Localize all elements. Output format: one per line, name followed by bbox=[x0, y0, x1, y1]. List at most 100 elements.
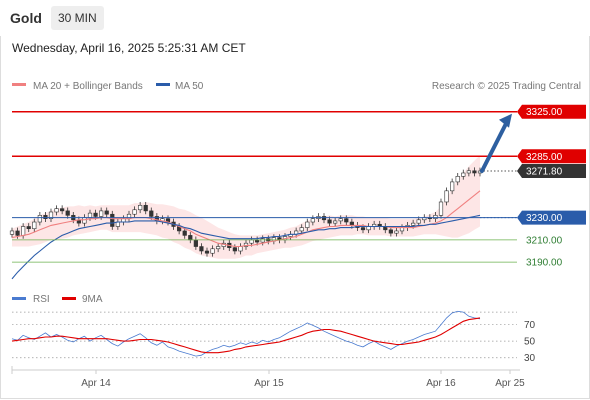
candle-body bbox=[110, 213, 115, 227]
candle-body bbox=[461, 172, 466, 177]
candle-body bbox=[232, 247, 237, 252]
candle-body bbox=[388, 229, 393, 234]
candle bbox=[43, 212, 48, 223]
pivot-price-label: 3230.00 bbox=[526, 213, 563, 224]
candle bbox=[344, 215, 349, 226]
candle-body bbox=[305, 221, 310, 228]
candle bbox=[333, 217, 338, 227]
rsi-legend-label: RSI bbox=[33, 294, 50, 305]
candle-body bbox=[21, 226, 26, 236]
timeframe-selector[interactable]: 30 MIN bbox=[51, 6, 104, 30]
candle bbox=[37, 212, 42, 226]
ma50-legend-swatch bbox=[156, 83, 170, 86]
candle-body bbox=[132, 209, 137, 215]
x-tick-label: Apr 15 bbox=[254, 378, 284, 389]
resistance-price-label: 3325.00 bbox=[526, 107, 563, 118]
candle-body bbox=[466, 170, 471, 174]
top-bar: Gold 30 MIN bbox=[0, 0, 590, 36]
candle-body bbox=[82, 217, 87, 224]
candle-body bbox=[216, 246, 221, 250]
rsi-ma-line bbox=[11, 317, 481, 354]
candle-body bbox=[344, 218, 349, 223]
ma50-legend-label: MA 50 bbox=[175, 81, 204, 92]
candle bbox=[305, 218, 310, 231]
candle bbox=[327, 216, 332, 227]
current-price-tag bbox=[517, 163, 586, 178]
chart-legend: MA 20 + Bollinger Bands MA 50 Research ©… bbox=[12, 81, 581, 92]
candle bbox=[26, 223, 31, 233]
candle-body bbox=[360, 227, 366, 231]
level-resistance: 3325.00 bbox=[12, 104, 586, 119]
candle-body bbox=[149, 210, 154, 217]
candle bbox=[182, 227, 187, 239]
ma20-legend-swatch bbox=[12, 83, 26, 86]
candle-body bbox=[411, 222, 416, 226]
candle bbox=[104, 207, 109, 218]
x-tick-label: Apr 14 bbox=[81, 378, 111, 389]
credit-label: Research © 2025 Trading Central bbox=[432, 81, 581, 92]
ma50-line bbox=[11, 214, 481, 280]
level-pivot: 3230.00 bbox=[12, 210, 586, 225]
rsi-legend: RSI 9MA bbox=[12, 294, 103, 305]
ma20-line bbox=[11, 190, 481, 248]
price-levels: 3325.00 3285.00 3271.80 3230.00 3210.00 3190.… bbox=[12, 104, 586, 269]
candle-body bbox=[193, 239, 198, 247]
candle bbox=[299, 224, 304, 235]
candle bbox=[394, 227, 399, 237]
candle-body bbox=[249, 239, 254, 244]
candle-body bbox=[104, 210, 109, 215]
x-tick-label: Apr 25 bbox=[495, 378, 525, 389]
candle bbox=[216, 243, 221, 253]
candle bbox=[65, 207, 70, 219]
candle bbox=[93, 209, 98, 220]
candle bbox=[9, 227, 15, 238]
candle-body bbox=[54, 208, 59, 213]
candle-body bbox=[338, 218, 343, 222]
rsi-panel: 70 50 30 bbox=[11, 310, 536, 364]
candle-body bbox=[310, 218, 315, 223]
support-price-label: 3190.00 bbox=[526, 258, 563, 269]
candle bbox=[110, 210, 115, 230]
candle-body bbox=[433, 215, 438, 219]
candle bbox=[455, 173, 460, 186]
candle-body bbox=[238, 246, 243, 252]
candle-body bbox=[199, 246, 204, 252]
candle bbox=[433, 212, 438, 223]
candle bbox=[32, 218, 37, 233]
candle bbox=[321, 213, 327, 224]
candle bbox=[138, 201, 143, 214]
resistance-price-tag bbox=[517, 104, 586, 119]
candle-body bbox=[93, 212, 98, 217]
candle-body bbox=[60, 208, 65, 212]
rsi-tick-label: 30 bbox=[524, 353, 536, 364]
candle bbox=[388, 226, 393, 237]
candle bbox=[338, 215, 343, 225]
candle-body bbox=[321, 216, 327, 221]
x-axis: Apr 14 Apr 15 Apr 16 Apr 25 bbox=[11, 366, 525, 389]
candle-body bbox=[37, 215, 42, 223]
candle-body bbox=[99, 210, 104, 217]
candle bbox=[438, 198, 444, 219]
resistance-price-label: 3285.00 bbox=[526, 152, 563, 163]
forecast-arrow-shaft bbox=[480, 119, 509, 173]
resistance-price-tag bbox=[517, 149, 586, 164]
price-panel bbox=[9, 155, 483, 280]
candle bbox=[416, 216, 421, 227]
candle-body bbox=[32, 221, 37, 230]
candle bbox=[60, 205, 65, 215]
candle-body bbox=[210, 248, 215, 254]
candle-body bbox=[9, 230, 15, 235]
rsi-tick-label: 50 bbox=[524, 337, 536, 348]
level-resistance: 3285.00 bbox=[12, 149, 586, 164]
candle-body bbox=[472, 170, 477, 174]
candle-body bbox=[455, 176, 460, 183]
rsi-ma-legend-label: 9MA bbox=[82, 294, 103, 305]
candle-body bbox=[87, 212, 93, 218]
candle-body bbox=[416, 219, 421, 224]
candle-body bbox=[299, 227, 304, 232]
candle-body bbox=[394, 230, 399, 234]
candle bbox=[48, 208, 54, 223]
candle-body bbox=[438, 201, 444, 216]
candle-body bbox=[327, 219, 332, 224]
candle-body bbox=[143, 205, 148, 212]
